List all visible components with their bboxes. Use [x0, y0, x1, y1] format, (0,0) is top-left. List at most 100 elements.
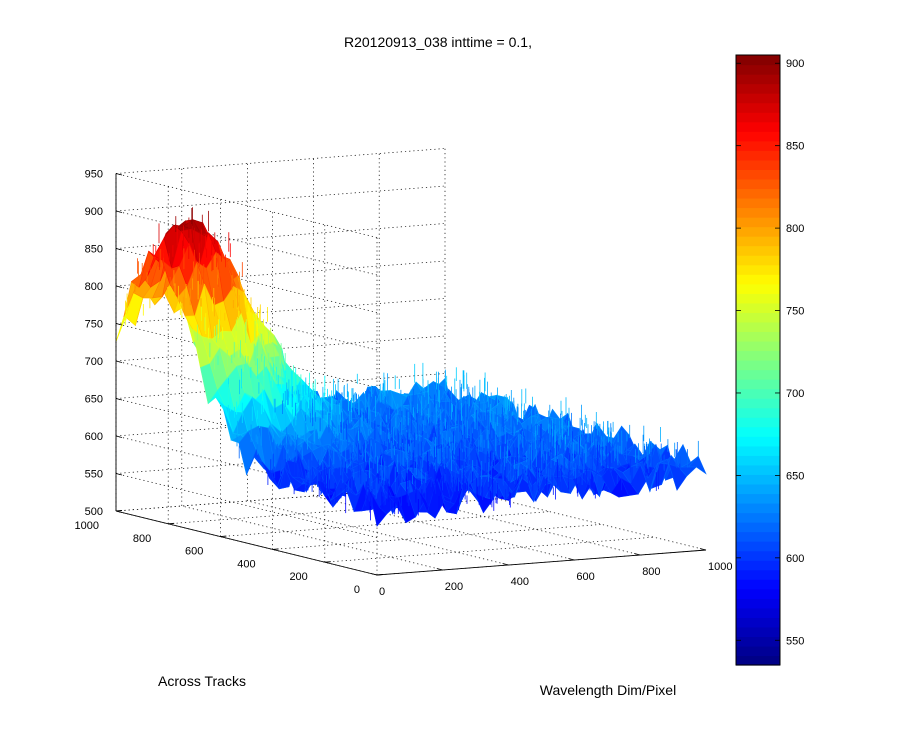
colorbar-band	[736, 655, 780, 666]
grid-line	[324, 536, 654, 563]
y-tick-label: 600	[185, 546, 203, 558]
colorbar-band	[736, 188, 780, 199]
colorbar-band	[736, 455, 780, 466]
colorbar-band	[736, 645, 780, 657]
colorbar-tick-label: 750	[786, 306, 804, 318]
colorbar-band	[736, 474, 780, 485]
colorbar-band	[736, 178, 780, 190]
y-tick-mark	[376, 574, 384, 576]
colorbar-band	[736, 607, 780, 618]
y-tick-label: 800	[133, 533, 151, 545]
colorbar-band	[736, 531, 780, 542]
y-tick-mark	[168, 522, 175, 525]
x-tick-label: 400	[511, 576, 529, 588]
colorbar-tick-label: 700	[786, 388, 804, 400]
colorbar-band	[736, 636, 780, 647]
colorbar-band	[736, 350, 780, 361]
colorbar-band	[736, 83, 780, 94]
colorbar-band	[736, 407, 780, 418]
colorbar-band	[736, 159, 780, 170]
colorbar-band	[736, 236, 780, 247]
z-tick-label: 600	[85, 431, 103, 443]
colorbar-band	[736, 588, 780, 599]
z-tick-label: 950	[85, 169, 103, 181]
colorbar-band	[736, 55, 780, 66]
colorbar-band	[736, 398, 780, 409]
colorbar: 550 600 650 700 750 800 850 900	[735, 54, 804, 666]
colorbar-frame	[735, 54, 781, 666]
colorbar-band	[736, 93, 780, 104]
colorbar-band	[736, 312, 780, 323]
colorbar-band	[736, 207, 780, 218]
y-tick-mark	[220, 535, 227, 538]
colorbar-band	[736, 436, 780, 447]
z-tick-label: 850	[85, 244, 103, 256]
colorbar-band	[736, 598, 780, 609]
x-axis-label: Wavelength Dim/Pixel	[540, 682, 676, 698]
colorbar-band	[736, 302, 780, 313]
colorbar-band	[736, 150, 780, 161]
colorbar-tick-label: 850	[786, 141, 804, 153]
grid-line	[220, 511, 550, 537]
x-tick-label: 800	[642, 566, 660, 578]
y-tick-mark	[272, 548, 279, 550]
z-tick-mark	[115, 473, 123, 476]
y-tick-mark	[115, 510, 123, 512]
colorbar-band	[736, 283, 780, 294]
x-tick-mark	[699, 548, 707, 551]
grid-line	[272, 524, 602, 550]
x-tick-mark	[568, 558, 575, 561]
colorbar-tick-label: 600	[786, 553, 804, 565]
y-axis-label: Across Tracks	[158, 673, 246, 689]
colorbar-band	[736, 379, 780, 390]
colorbar-band	[736, 445, 780, 456]
colorbar-band	[736, 360, 780, 371]
colorbar-band	[736, 264, 780, 275]
x-tick-mark	[370, 573, 378, 576]
colorbar-band	[736, 541, 780, 552]
colorbar-band	[736, 64, 780, 75]
grid-line	[168, 498, 498, 525]
z-tick-mark	[115, 360, 123, 363]
grid-line	[115, 298, 446, 324]
z-tick-mark	[115, 435, 123, 438]
colorbar-band	[736, 417, 780, 428]
z-tick-mark	[115, 173, 123, 176]
colorbar-band	[736, 522, 780, 533]
colorbar-band	[736, 493, 780, 504]
x-tick-label: 1000	[708, 561, 732, 573]
grid-line	[115, 148, 446, 174]
colorbar-tick-label: 650	[786, 470, 804, 482]
colorbar-ticks: 550 600 650 700 750 800 850 900	[736, 58, 804, 647]
z-tick-label: 550	[85, 469, 103, 481]
z-tick-label: 650	[85, 394, 103, 406]
colorbar-band	[736, 626, 780, 638]
colorbar-band	[736, 102, 780, 113]
x-tick-label: 0	[379, 586, 385, 598]
colorbar-band	[736, 255, 780, 266]
x-tick-label: 600	[576, 571, 594, 583]
x-tick-label: 200	[445, 581, 463, 593]
z-tick-label: 500	[85, 506, 103, 518]
y-tick-mark	[324, 561, 331, 563]
grid-line	[115, 485, 446, 512]
x-tick-mark	[634, 553, 641, 556]
colorbar-band	[736, 321, 780, 333]
y-tick-label: 200	[289, 571, 307, 583]
colorbar-band	[736, 426, 780, 437]
y-axis-line	[115, 510, 378, 576]
colorbar-band	[736, 112, 780, 123]
z-tick-mark	[115, 323, 123, 326]
y-tick-label: 400	[237, 558, 255, 570]
colorbar-band	[736, 483, 780, 495]
z-tick-label: 900	[85, 206, 103, 218]
colorbar-band	[736, 502, 780, 514]
z-tick-mark	[115, 210, 123, 213]
colorbar-band	[736, 512, 780, 523]
colorbar-band	[736, 560, 780, 571]
colorbar-gradient	[736, 55, 780, 666]
grid-line	[115, 173, 378, 238]
colorbar-band	[736, 121, 780, 132]
colorbar-band	[736, 226, 780, 237]
